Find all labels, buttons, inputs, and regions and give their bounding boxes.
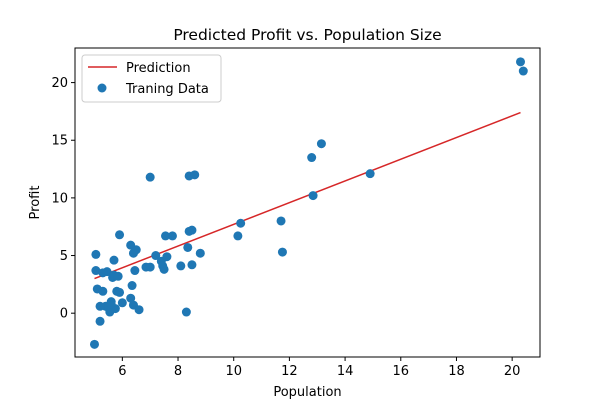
legend-training-label: Traning Data	[125, 82, 209, 97]
legend: Prediction Traning Data	[81, 54, 222, 103]
training-data-point	[113, 271, 123, 281]
training-data-point	[126, 240, 136, 250]
training-data-point	[145, 172, 155, 182]
training-data-point	[162, 252, 172, 262]
training-data-point	[151, 251, 161, 261]
x-tick-label: 20	[504, 364, 521, 379]
training-data-point	[89, 339, 99, 349]
training-data-point	[95, 316, 105, 326]
training-data-point	[109, 255, 119, 265]
training-data-point	[277, 247, 287, 257]
training-data-point	[145, 262, 155, 272]
training-data-point	[95, 301, 105, 311]
legend-prediction-label: Prediction	[126, 61, 191, 76]
x-tick-label: 6	[118, 364, 126, 379]
x-tick-label: 10	[225, 364, 242, 379]
training-data-point	[307, 153, 317, 163]
training-data-point	[130, 266, 140, 276]
training-data-point	[126, 293, 136, 303]
training-data-point	[516, 57, 526, 67]
training-data-point	[159, 264, 169, 274]
training-data-point	[236, 218, 246, 228]
training-data-point	[115, 230, 125, 240]
training-data-point	[181, 307, 191, 317]
chart-title: Predicted Profit vs. Population Size	[173, 26, 441, 44]
training-data-point	[115, 287, 125, 297]
x-tick-label: 14	[337, 364, 354, 379]
training-data-point	[365, 169, 375, 179]
training-data-point	[98, 286, 108, 296]
x-axis-ticks: 6 8 10 12 14 16 18 20	[118, 357, 520, 379]
training-data-point	[91, 266, 101, 276]
legend-training-swatch	[97, 83, 107, 93]
y-tick-label: 20	[51, 76, 68, 91]
y-axis-ticks: 0 5 10 15 20	[51, 76, 75, 322]
training-data-point	[184, 226, 194, 236]
x-tick-label: 12	[281, 364, 298, 379]
training-data-point	[276, 216, 286, 226]
training-data-point	[195, 248, 205, 258]
training-data-point	[160, 231, 170, 241]
x-tick-label: 8	[174, 364, 182, 379]
training-data-point	[176, 261, 186, 271]
x-tick-label: 16	[393, 364, 410, 379]
y-tick-label: 10	[51, 191, 68, 206]
training-data-point	[134, 305, 144, 315]
training-data-point	[316, 139, 326, 149]
y-tick-label: 15	[51, 134, 68, 149]
training-data-point	[106, 299, 116, 309]
training-data-point	[190, 170, 200, 180]
x-tick-label: 18	[448, 364, 465, 379]
training-data-point	[187, 260, 197, 270]
training-data-point	[183, 242, 193, 252]
training-data-point	[167, 231, 177, 241]
training-data-point	[308, 191, 318, 201]
x-axis-title: Population	[273, 385, 341, 400]
training-points-layer	[89, 57, 528, 349]
prediction-line	[94, 111, 521, 280]
y-tick-label: 5	[60, 249, 68, 264]
training-data-point	[233, 231, 243, 241]
prediction-line-layer	[94, 111, 521, 280]
training-data-point	[127, 281, 137, 291]
training-data-point	[117, 298, 127, 308]
training-data-point	[518, 66, 528, 76]
y-tick-label: 0	[60, 307, 68, 322]
y-axis-title: Profit	[28, 186, 43, 220]
plot-area	[74, 47, 541, 358]
training-data-point	[98, 268, 108, 278]
training-data-point	[91, 249, 101, 259]
